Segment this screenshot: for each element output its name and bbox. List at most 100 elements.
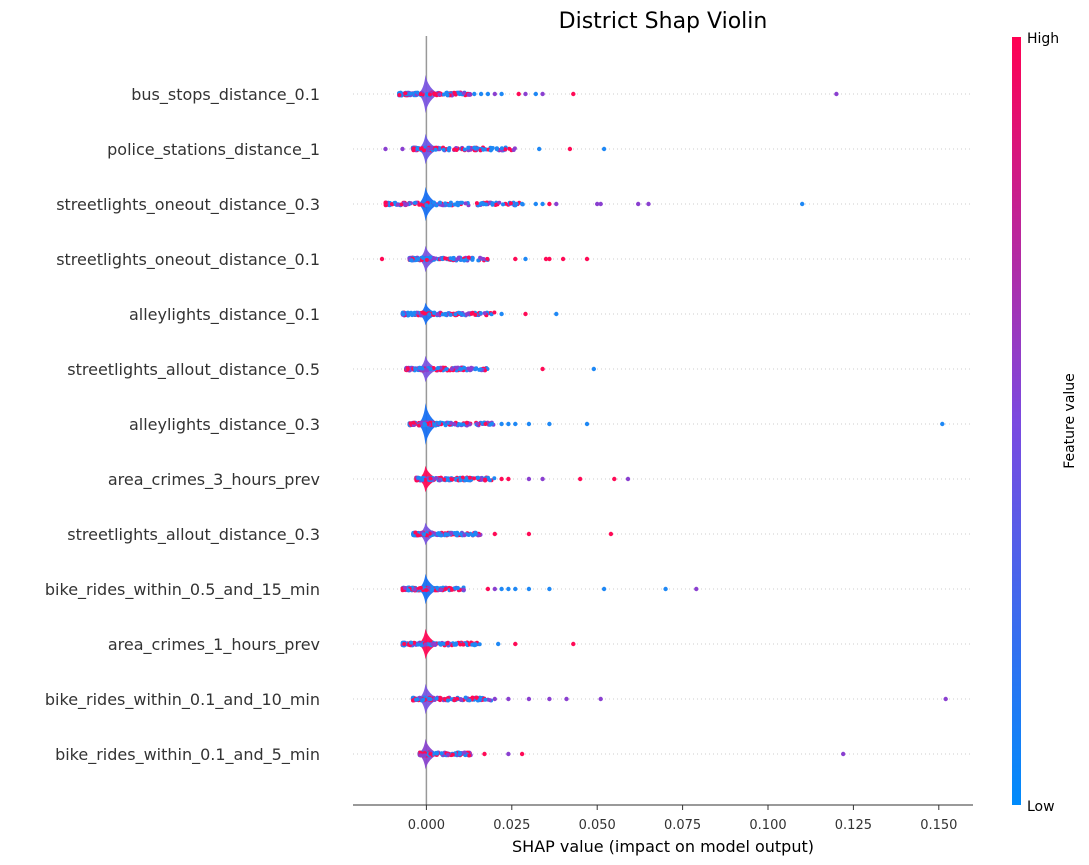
data-point [463, 695, 468, 700]
data-point [409, 640, 414, 645]
data-point [424, 258, 429, 262]
data-point [459, 698, 464, 702]
data-point [473, 312, 478, 317]
data-point [420, 366, 425, 371]
feature-label: streetlights_allout_distance_0.5 [67, 360, 320, 380]
data-point [425, 146, 430, 151]
data-point [411, 312, 416, 316]
data-point [484, 202, 488, 207]
data-point [423, 478, 428, 482]
outlier-point [492, 696, 497, 702]
data-point [477, 698, 482, 703]
data-point [418, 753, 423, 758]
data-point [439, 751, 444, 756]
data-point [470, 257, 475, 261]
data-point [427, 312, 432, 317]
outlier-point [506, 421, 511, 427]
data-point [407, 91, 412, 96]
data-point [457, 422, 461, 427]
data-point [481, 257, 486, 261]
data-point [419, 146, 423, 151]
outlier-point [564, 696, 569, 702]
outlier-point [598, 696, 603, 702]
data-point [454, 365, 459, 370]
data-point [461, 422, 466, 427]
data-point [470, 642, 475, 647]
data-point [413, 367, 418, 372]
data-point [497, 200, 502, 205]
data-point [424, 203, 429, 208]
data-point [483, 477, 487, 482]
data-point [455, 696, 460, 701]
data-point [418, 92, 423, 97]
outlier-point [533, 91, 538, 97]
outlier-point [537, 146, 542, 152]
outlier-point [571, 641, 576, 647]
outlier-point [571, 91, 576, 97]
x-tick-label: 0.000 [408, 818, 445, 833]
data-point [520, 201, 524, 206]
data-point [442, 641, 447, 646]
outlier-point [547, 201, 552, 207]
data-point [420, 310, 425, 315]
data-point [464, 312, 469, 317]
data-point [444, 367, 449, 372]
data-point [457, 752, 462, 757]
data-point [421, 532, 426, 537]
feature-label: area_crimes_3_hours_prev [108, 470, 320, 490]
outlier-point [540, 201, 545, 207]
data-point [438, 200, 442, 205]
outlier-point [547, 421, 552, 427]
data-point [445, 477, 450, 482]
data-point [432, 641, 437, 646]
outlier-point [526, 421, 532, 427]
data-point [492, 476, 497, 481]
data-point [467, 753, 472, 758]
outlier-point [499, 421, 504, 427]
data-point [439, 641, 444, 646]
x-tick-label: 0.075 [664, 818, 701, 833]
outlier-point [499, 91, 504, 97]
outlier-point [694, 586, 699, 592]
outlier-point [492, 586, 497, 592]
x-axis-title: SHAP value (impact on model output) [512, 837, 814, 856]
data-point [472, 476, 477, 481]
data-point [421, 255, 425, 260]
outlier-point [547, 256, 552, 262]
data-point [466, 255, 471, 260]
data-point [429, 146, 434, 150]
data-point [473, 530, 478, 535]
data-point [461, 587, 466, 592]
data-point [449, 587, 454, 592]
data-point [492, 310, 497, 315]
outlier-point [584, 421, 590, 427]
data-point [432, 200, 436, 205]
outlier-point [523, 91, 528, 97]
feature-label: alleylights_distance_0.3 [129, 415, 320, 435]
data-point [423, 422, 428, 427]
data-point [452, 147, 457, 152]
data-point [461, 642, 466, 647]
data-point [431, 256, 436, 261]
outlier-point [612, 476, 617, 482]
data-point [445, 641, 450, 646]
data-point [501, 202, 505, 207]
outlier-points [379, 90, 948, 758]
outlier-point [526, 586, 532, 592]
data-point [443, 587, 448, 591]
data-point [483, 422, 488, 426]
x-tick-label: 0.150 [920, 818, 957, 833]
data-point [427, 531, 432, 536]
feature-label: bike_rides_within_0.1_and_10_min [45, 690, 320, 710]
outlier-point [516, 91, 521, 97]
outlier-point [540, 366, 545, 372]
data-point [483, 697, 488, 702]
outlier-point [513, 421, 518, 427]
feature-label: bike_rides_within_0.5_and_15_min [45, 580, 320, 600]
data-point [508, 201, 513, 206]
outlier-point [526, 476, 532, 482]
data-point [434, 696, 439, 701]
data-point [494, 147, 499, 152]
outlier-point [540, 476, 545, 482]
